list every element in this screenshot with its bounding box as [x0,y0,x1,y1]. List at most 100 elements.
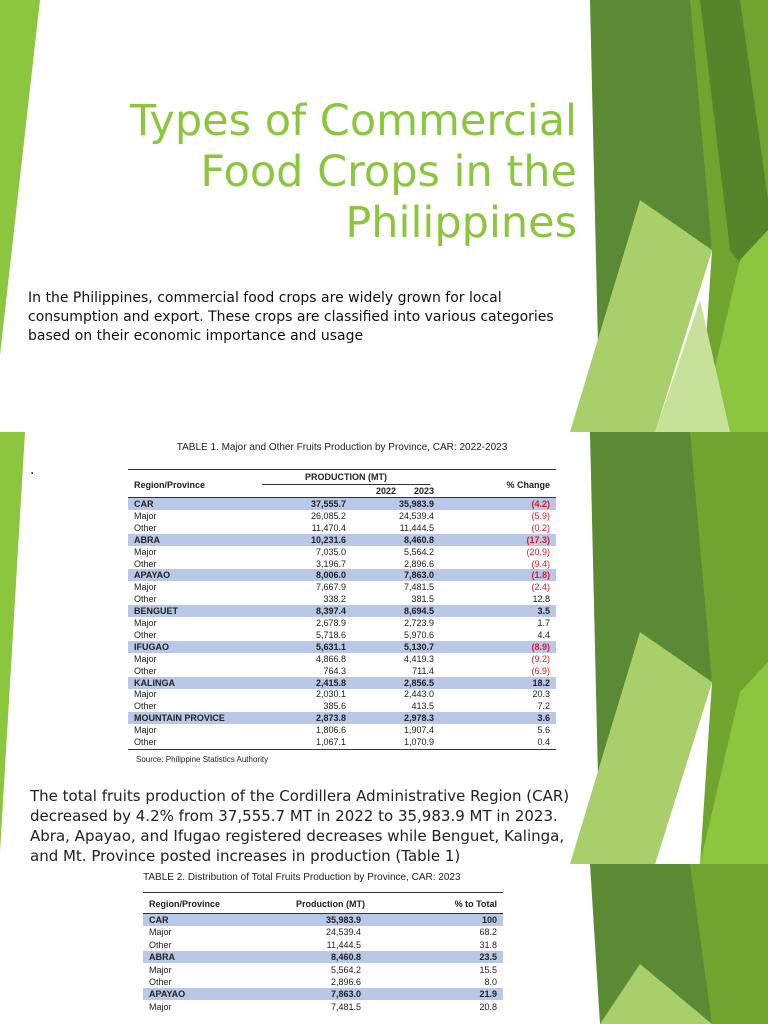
rule [128,469,556,470]
cell: Major [134,582,157,593]
table-row: Other 11,470.4 11,444.5 (0.2) [128,522,556,534]
table-row: Major 1,806.6 1,907.4 5.6 [128,724,556,736]
slide-title: Types of Commercial Food Crops in the Ph… [129,96,577,248]
table-1: TABLE 1. Major and Other Fruits Producti… [128,442,556,772]
cell: 7,863.0 [403,570,434,581]
cell: 385.6 [323,701,346,712]
cell: 3.5 [537,606,550,617]
cell: 5,718.6 [315,629,346,640]
cell: 7.2 [537,701,550,712]
cell: Major [134,510,157,521]
table-row: Other 1,067.1 1,070.9 0.4 [128,736,556,748]
table-row: CAR 35,983.9 100 [143,914,503,926]
header-cell: Region/Province [149,899,221,909]
table-row: ABRA 8,460.8 23.5 [143,951,503,964]
cell: 10,231.6 [310,534,346,545]
decoration [0,432,768,864]
cell: 4.4 [537,629,550,640]
table-row: Major 24,539.4 68.2 [143,926,503,938]
cell: 8,397.4 [315,606,346,617]
table-row: Other 5,718.6 5,970.6 4.4 [128,629,556,641]
header-cell: PRODUCTION (MT) [305,472,387,482]
cell: Major [134,618,157,628]
cell: 2,873.8 [315,713,346,724]
cell: Other [149,977,172,987]
cell: 11,470.4 [311,522,346,533]
table-row: Major 2,030.1 2,443.0 20.3 [128,688,556,700]
cell: 2,678.9 [315,618,346,628]
cell: ABRA [134,534,160,545]
cell: (17.3) [526,534,550,545]
cell: Other [134,737,157,747]
cell: 0.4 [537,737,550,747]
cell: 5,564.2 [330,964,361,975]
table-row: Other 764.3 711.4 (6.9) [128,665,556,677]
cell: 8,006.0 [315,570,346,581]
cell: 381.5 [411,594,434,605]
cell: Other [134,701,157,712]
cell: (6.9) [531,665,550,676]
cell: 2,415.8 [315,677,346,688]
table-row: KALINGA 2,415.8 2,856.5 18.2 [128,676,556,689]
rule [262,484,430,485]
cell: 1.7 [537,618,550,628]
cell: ABRA [149,952,175,963]
cell: 413.5 [411,701,434,712]
cell: 711.4 [412,665,434,676]
cell: BENGUET [134,606,179,617]
bullet-dot: . [30,462,35,478]
cell: 2,896.6 [330,977,361,987]
cell: 18.2 [532,677,550,688]
cell: APAYAO [134,570,171,581]
cell: (9.2) [531,653,550,664]
cell: 26,085.2 [310,510,346,521]
cell: 2,443.0 [403,689,434,700]
table-row: Major 5,564.2 15.5 [143,964,503,976]
cell: 1,070.9 [403,737,434,747]
cell: 4,419.3 [403,653,434,664]
cell: MOUNTAIN PROVICE [134,713,225,724]
rule [128,497,556,498]
table-row: IFUGAO 5,631.1 5,130.7 (8.9) [128,640,556,653]
header-cell: Region/Province [134,480,206,490]
cell: IFUGAO [134,641,169,652]
cell: 24,539.4 [325,927,361,938]
cell: Major [134,546,157,557]
cell: Major [149,964,172,975]
cell: (0.2) [531,522,550,533]
cell: 8,460.8 [403,534,434,545]
cell: 7,035.0 [315,546,346,557]
cell: 7,481.5 [330,1001,361,1012]
slide-1: Types of Commercial Food Crops in the Ph… [0,0,768,432]
slide-2: . TABLE 1. Major and Other Fruits Produc… [0,432,768,864]
cell: 68.2 [479,927,497,938]
cell: 8.0 [484,977,497,987]
header-cell: 2022 [375,486,396,496]
cell: Major [149,1001,172,1012]
cell: 8,460.8 [330,952,361,963]
table-title: TABLE 1. Major and Other Fruits Producti… [176,442,508,453]
header-cell: % to Total [454,899,497,909]
cell: (4.2) [531,499,550,509]
table-row: Major 7,481.5 20.8 [143,1001,503,1013]
cell: 20.3 [532,689,550,700]
cell: 8,694.5 [403,606,434,617]
cell: (2.4) [531,582,550,593]
cell: 31.8 [479,939,497,950]
cell: CAR [149,915,169,925]
cell: Other [134,594,157,605]
intro-text: In the Philippines, commercial food crop… [28,290,554,344]
table-row: Other 3,196.7 2,896.6 (9.4) [128,558,556,570]
cell: 12.8 [532,594,550,605]
table-row: BENGUET 8,397.4 8,694.5 3.5 [128,605,556,618]
cell: (9.4) [531,558,550,569]
table-row: APAYAO 7,863.0 21.9 [143,988,503,1001]
cell: 35,983.9 [398,499,434,509]
header-cell: Production (MT) [296,899,365,909]
cell: 2,896.6 [403,558,434,569]
header-cell: 2023 [413,486,434,496]
cell: 2,723.9 [403,618,434,628]
cell: 37,555.7 [310,499,346,509]
cell: 764.3 [323,665,346,676]
